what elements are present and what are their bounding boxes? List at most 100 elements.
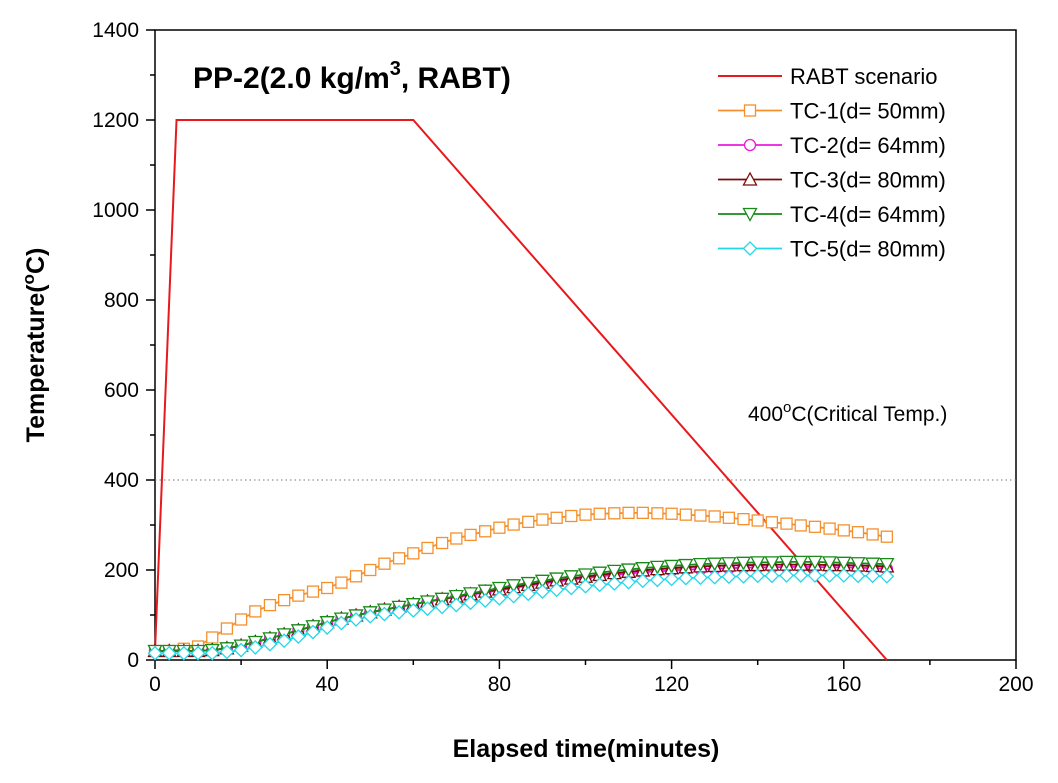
data-point — [735, 556, 752, 571]
data-point — [664, 571, 680, 587]
data-point — [292, 589, 305, 602]
data-point — [520, 586, 536, 602]
legend-entry: TC-2(d= 64mm) — [718, 133, 946, 158]
legend-label: TC-3(d= 80mm) — [790, 168, 946, 193]
data-point — [477, 593, 493, 609]
x-tick-label: 40 — [316, 673, 339, 696]
data-point — [837, 524, 850, 537]
data-point — [565, 509, 578, 523]
data-point — [692, 558, 709, 573]
data-point — [736, 568, 751, 584]
data-point — [219, 644, 235, 660]
series-2 — [148, 506, 893, 658]
data-point — [879, 568, 895, 584]
x-axis-title: Elapsed time(minutes) — [453, 735, 720, 763]
data-point — [635, 562, 651, 577]
data-point — [866, 528, 879, 541]
data-point — [879, 558, 895, 573]
data-point — [721, 569, 737, 585]
chart-title: PP-2(2.0 kg/m3, RABT) — [193, 58, 511, 95]
data-point — [850, 568, 866, 584]
y-tick-label: 1000 — [92, 199, 139, 222]
data-point — [348, 612, 364, 627]
data-point — [593, 507, 606, 520]
data-point — [206, 631, 219, 644]
legend-label: TC-2(d= 64mm) — [790, 133, 946, 158]
legend-label: TC-5(d= 80mm) — [790, 237, 946, 262]
data-point — [836, 567, 852, 583]
data-point — [807, 555, 823, 570]
data-point — [407, 547, 420, 560]
data-point — [764, 568, 780, 584]
data-point — [204, 645, 220, 661]
data-point — [563, 580, 579, 596]
data-point — [880, 530, 893, 543]
data-point — [506, 579, 522, 594]
data-point — [780, 517, 793, 530]
data-point — [493, 521, 506, 534]
data-point — [793, 555, 809, 570]
data-point — [620, 563, 637, 578]
data-point — [333, 615, 349, 631]
data-point — [306, 585, 320, 598]
data-point — [664, 559, 680, 574]
data-point — [176, 645, 192, 661]
series-line — [154, 119, 888, 661]
data-point — [377, 606, 392, 622]
data-point — [765, 516, 779, 529]
data-point — [463, 595, 478, 611]
x-tick-label: 200 — [998, 673, 1033, 696]
data-point — [850, 557, 866, 572]
data-point — [391, 604, 407, 620]
data-point — [220, 622, 234, 635]
x-tick-label: 80 — [488, 673, 511, 696]
data-point — [649, 572, 665, 588]
data-point — [608, 507, 621, 520]
data-point — [823, 522, 836, 535]
data-point — [807, 567, 823, 583]
series-5 — [147, 555, 895, 659]
data-point — [349, 570, 363, 583]
x-tick-label: 120 — [654, 673, 689, 696]
data-point — [522, 515, 535, 528]
data-point — [794, 519, 807, 532]
data-point — [534, 574, 551, 589]
data-point — [577, 568, 594, 583]
data-point — [708, 510, 721, 523]
series-1 — [154, 119, 888, 661]
data-point — [621, 574, 636, 590]
data-point — [578, 578, 593, 594]
data-point — [364, 563, 377, 577]
data-point — [147, 645, 163, 661]
data-point — [635, 573, 651, 589]
data-point — [405, 603, 421, 618]
data-point — [434, 592, 450, 607]
x-tick-label: 0 — [149, 673, 161, 696]
legend-entry: TC-3(d= 80mm) — [718, 168, 946, 193]
data-point — [491, 581, 507, 596]
y-tick-label: 200 — [104, 559, 139, 582]
data-point — [606, 576, 622, 591]
data-point — [448, 597, 464, 613]
data-point — [549, 582, 565, 598]
data-point — [793, 567, 809, 583]
plot-area: 0 40 80 120 160 200 0 200 400 600 800 1000 1200 1400 — [92, 19, 1033, 696]
data-point — [636, 506, 649, 520]
data-point — [549, 572, 565, 587]
data-point — [435, 536, 449, 550]
data-point — [592, 566, 608, 581]
critical-temp-annotation: 400oC(Critical Temp.) — [748, 399, 947, 426]
data-point — [779, 567, 794, 583]
data-point — [464, 528, 477, 542]
data-point — [462, 587, 479, 602]
data-point — [750, 556, 766, 571]
data-point — [693, 570, 708, 586]
data-point — [319, 620, 335, 636]
data-point — [506, 588, 522, 604]
data-point — [420, 601, 435, 617]
legend-entry: TC-5(d= 80mm) — [718, 237, 946, 262]
legend-label: RABT scenario — [790, 64, 938, 89]
series-layer — [147, 119, 895, 661]
legend-marker — [743, 104, 757, 117]
